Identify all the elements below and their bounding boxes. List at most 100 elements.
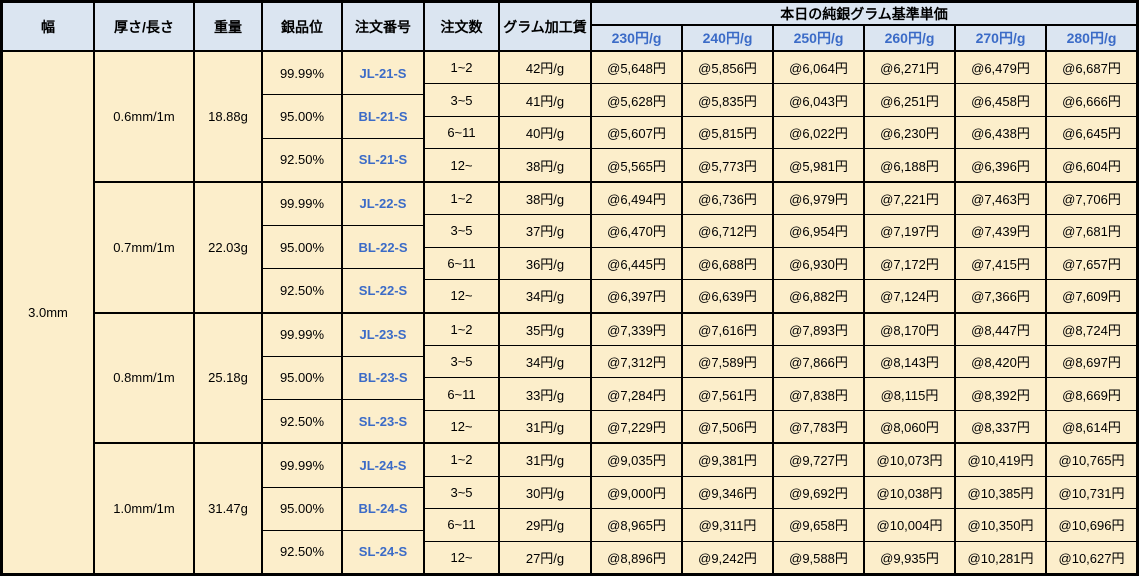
purity-row: 95.00% BL-23-S [263, 356, 425, 400]
price-cell: @7,229円 [592, 410, 683, 443]
order-code-cell: SL-21-S [343, 138, 425, 181]
price-cell: @6,494円 [592, 182, 683, 215]
price-cell: @6,882円 [774, 280, 865, 312]
price-cell: @10,281円 [956, 541, 1047, 573]
fee-cell: 35円/g [500, 313, 592, 345]
qty-cell: 6~11 [425, 247, 500, 280]
price-cell: @8,337円 [956, 410, 1047, 443]
price-cell: @8,115円 [865, 378, 956, 410]
price-cell: @6,688円 [683, 247, 774, 280]
price-cell: @8,392円 [956, 378, 1047, 410]
qty-cell: 6~11 [425, 116, 500, 149]
price-cell: @7,681円 [1062, 224, 1121, 240]
price-cell: @5,565円 [592, 149, 683, 181]
price-cell: @8,614円 [1062, 420, 1121, 436]
rate-header-270: 270円/g [956, 26, 1047, 50]
price-cell: @10,696円 [1058, 518, 1125, 534]
fee-cell: 37円/g [500, 215, 592, 247]
purity-cell: 99.99% [263, 444, 343, 487]
purity-cell: 95.00% [263, 356, 343, 399]
price-cell: @8,447円 [956, 313, 1047, 345]
qty-cell: 1~2 [425, 313, 500, 345]
purity-row: 92.50% SL-24-S [263, 530, 425, 573]
order-row: 3~5 37円/g @6,470円 @6,712円 @6,954円 @7,197… [425, 215, 1136, 248]
price-cell: @7,284円 [592, 378, 683, 410]
price-cell: @7,172円 [865, 247, 956, 280]
qty-cell: 3~5 [425, 215, 500, 247]
order-row: 1~2 38円/g @6,494円 @6,736円 @6,979円 @7,221… [425, 182, 1136, 216]
thickness-cell: 0.6mm/1m [95, 52, 195, 181]
order-code-cell: SL-22-S [343, 269, 425, 312]
fee-cell: 34円/g [500, 345, 592, 378]
price-cell: @9,346円 [683, 476, 774, 509]
fee-cell: 31円/g [500, 410, 592, 443]
purity-row: 92.50% SL-22-S [263, 269, 425, 312]
order-code-cell: JL-24-S [343, 444, 425, 487]
price-cell: @10,038円 [865, 476, 956, 509]
order-row: 3~5 41円/g @5,628円 @5,835円 @6,043円 @6,251… [425, 84, 1136, 117]
order-row: 1~2 42円/g @5,648円 @5,856円 @6,064円 @6,271… [425, 52, 1136, 85]
price-cell: @10,350円 [956, 509, 1047, 541]
order-row: 6~11 40円/g @5,607円 @5,815円 @6,022円 @6,23… [425, 116, 1136, 150]
order-code-cell: BL-21-S [343, 95, 425, 138]
col-header-order-qty: 注文数 [425, 3, 500, 50]
fee-cell: 41円/g [500, 84, 592, 116]
purity-cell: 95.00% [263, 95, 343, 138]
fee-cell: 42円/g [500, 52, 592, 84]
price-cell: @8,896円 [592, 541, 683, 573]
price-cell: @7,463円 [956, 182, 1047, 215]
purity-cell: 92.50% [263, 530, 343, 573]
group-0.8mm: 0.8mm/1m 25.18g 99.99% JL-23-S 95.00% BL… [95, 313, 1136, 445]
price-cell: @6,251円 [865, 84, 956, 116]
thickness-cell: 0.7mm/1m [95, 182, 195, 312]
price-cell: @10,385円 [956, 476, 1047, 509]
fee-cell: 30円/g [500, 476, 592, 509]
price-cell: @7,609円 [1062, 289, 1121, 305]
price-cell: @8,724円 [1062, 322, 1121, 338]
group-1.0mm: 1.0mm/1m 31.47g 99.99% JL-24-S 95.00% BL… [95, 444, 1136, 573]
qty-cell: 3~5 [425, 84, 500, 116]
price-cell: @6,043円 [774, 84, 865, 116]
price-cell: @10,073円 [865, 444, 956, 476]
qty-cell: 12~ [425, 149, 500, 181]
price-cell: @5,835円 [683, 84, 774, 116]
price-cell: @6,397円 [592, 280, 683, 312]
price-cell: @6,064円 [774, 52, 865, 84]
price-cell: @6,458円 [956, 84, 1047, 116]
order-row: 3~5 34円/g @7,312円 @7,589円 @7,866円 @8,143… [425, 345, 1136, 379]
price-cell: @8,420円 [956, 345, 1047, 378]
price-cell: @6,930円 [774, 247, 865, 280]
price-cell: @7,221円 [865, 182, 956, 215]
qty-cell: 12~ [425, 280, 500, 312]
price-cell: @5,981円 [774, 149, 865, 181]
price-cell: @5,628円 [592, 84, 683, 116]
price-cell: @6,712円 [683, 215, 774, 247]
price-cell: @7,415円 [956, 247, 1047, 280]
price-cell: @7,561円 [683, 378, 774, 410]
purity-cell: 92.50% [263, 138, 343, 181]
purity-row: 99.99% JL-24-S [263, 444, 425, 488]
purity-row: 92.50% SL-21-S [263, 138, 425, 181]
orders-column: 1~2 42円/g @5,648円 @5,856円 @6,064円 @6,271… [425, 52, 1136, 181]
order-code-cell: JL-23-S [343, 313, 425, 356]
price-cell: @7,838円 [774, 378, 865, 410]
weight-cell: 25.18g [195, 313, 263, 443]
purity-row: 92.50% SL-23-S [263, 400, 425, 443]
qty-cell: 6~11 [425, 378, 500, 410]
purity-cell: 95.00% [263, 226, 343, 269]
price-cell: @6,188円 [865, 149, 956, 181]
price-cell: @6,639円 [683, 280, 774, 312]
purity-cell: 92.50% [263, 269, 343, 312]
purity-cell: 99.99% [263, 313, 343, 356]
price-cell: @8,170円 [865, 313, 956, 345]
price-cell: @6,396円 [956, 149, 1047, 181]
qty-cell: 1~2 [425, 444, 500, 476]
fee-cell: 31円/g [500, 444, 592, 476]
order-code-cell: JL-22-S [343, 182, 425, 225]
col-header-thickness-length: 厚さ/長さ [95, 3, 195, 50]
price-cell: @7,706円 [1062, 191, 1121, 207]
order-code-cell: SL-23-S [343, 400, 425, 443]
price-cell: @6,470円 [592, 215, 683, 247]
col-header-order-number: 注文番号 [343, 3, 425, 50]
price-cell: @6,604円 [1062, 158, 1121, 174]
